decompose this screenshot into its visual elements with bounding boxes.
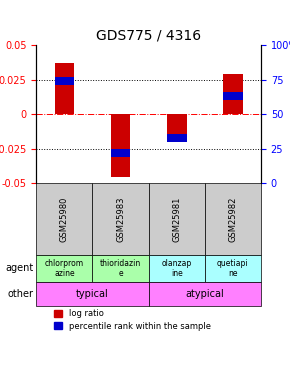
FancyBboxPatch shape [36,282,148,306]
Text: GSM25980: GSM25980 [60,196,69,242]
FancyBboxPatch shape [36,183,93,255]
Bar [167,114,186,139]
Text: other: other [8,289,33,299]
Text: GSM25981: GSM25981 [172,196,181,242]
FancyBboxPatch shape [36,255,93,282]
Bar [111,114,130,177]
Text: thioridazin
e: thioridazin e [100,259,141,278]
FancyBboxPatch shape [148,183,205,255]
Bar [111,149,130,157]
Text: agent: agent [5,264,33,273]
Text: typical: typical [76,289,109,299]
Bar [223,92,243,100]
Bar [55,77,74,85]
FancyBboxPatch shape [93,183,148,255]
FancyBboxPatch shape [205,255,261,282]
Bar [55,63,74,114]
FancyBboxPatch shape [93,255,148,282]
Bar [167,134,186,142]
Text: atypical: atypical [185,289,224,299]
FancyBboxPatch shape [148,255,205,282]
Legend: log ratio, percentile rank within the sample: log ratio, percentile rank within the sa… [52,307,214,333]
Title: GDS775 / 4316: GDS775 / 4316 [96,28,201,42]
Text: GSM25983: GSM25983 [116,196,125,242]
Bar [223,74,243,114]
FancyBboxPatch shape [148,282,261,306]
Text: chlorprom
azine: chlorprom azine [45,259,84,278]
Text: quetiapi
ne: quetiapi ne [217,259,249,278]
Text: olanzap
ine: olanzap ine [162,259,192,278]
FancyBboxPatch shape [205,183,261,255]
Text: GSM25982: GSM25982 [229,196,238,242]
